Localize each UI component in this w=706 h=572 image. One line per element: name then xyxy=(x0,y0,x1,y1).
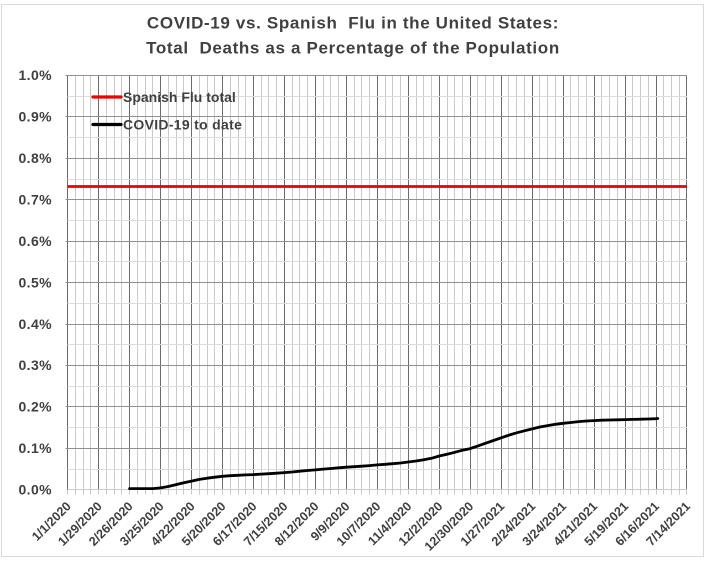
svg-text:0.4%: 0.4% xyxy=(18,316,52,332)
svg-text:COVID-19 vs. Spanish Flu in t: COVID-19 vs. Spanish Flu in the United S… xyxy=(147,14,559,33)
svg-text:0.7%: 0.7% xyxy=(18,192,52,208)
svg-text:Total Deaths as a Percentage: Total Deaths as a Percentage of the Popu… xyxy=(146,39,560,58)
svg-text:0.8%: 0.8% xyxy=(18,150,52,166)
svg-text:0.6%: 0.6% xyxy=(18,233,52,249)
svg-text:0.1%: 0.1% xyxy=(18,440,52,456)
svg-text:0.5%: 0.5% xyxy=(18,274,52,290)
svg-text:0.9%: 0.9% xyxy=(18,109,52,125)
svg-text:1.0%: 1.0% xyxy=(18,67,52,83)
svg-text:COVID-19 to date: COVID-19 to date xyxy=(123,117,242,133)
svg-text:0.3%: 0.3% xyxy=(18,357,52,373)
svg-text:0.2%: 0.2% xyxy=(18,399,52,415)
svg-text:0.0%: 0.0% xyxy=(18,482,52,498)
svg-text:Spanish Flu total: Spanish Flu total xyxy=(123,89,236,105)
